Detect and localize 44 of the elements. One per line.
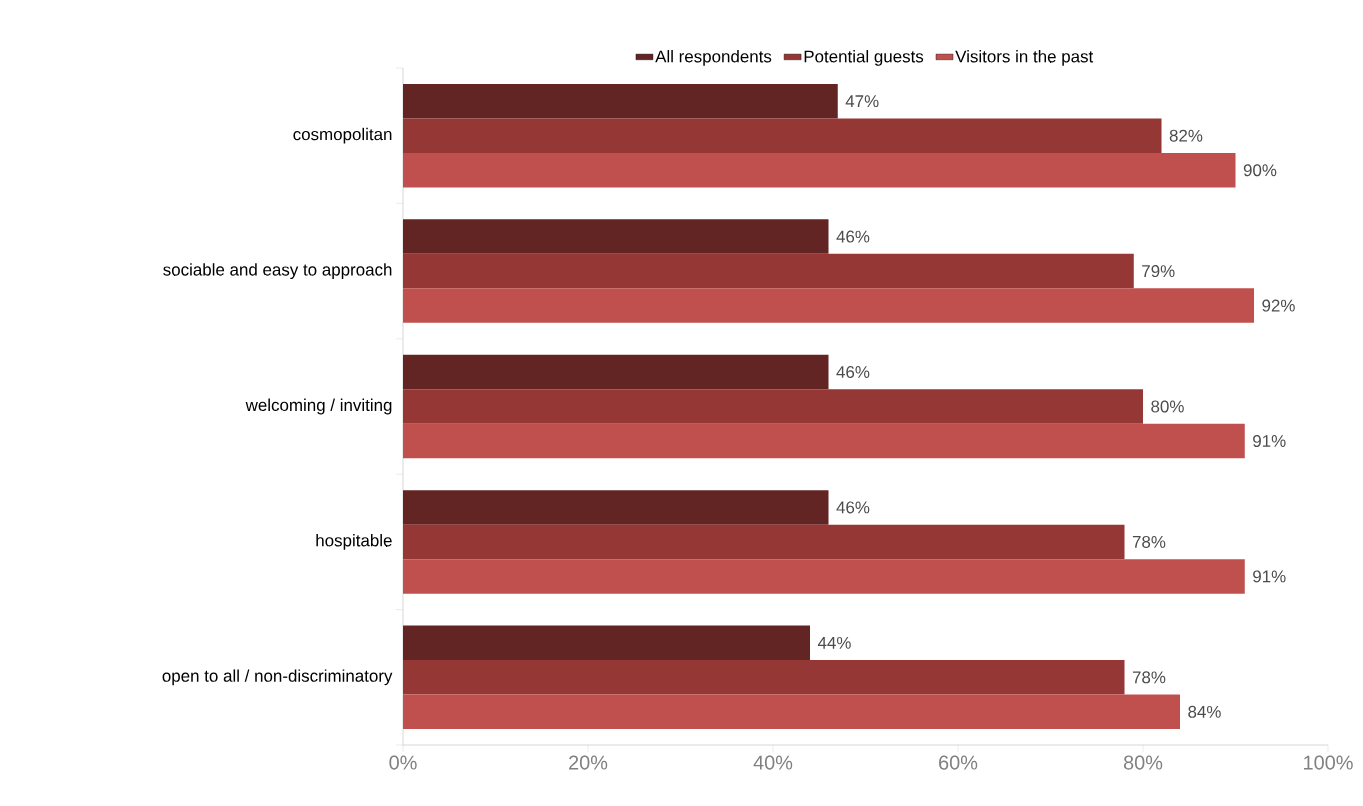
bar	[403, 83, 838, 119]
bar	[403, 660, 1125, 695]
data-label: 44%	[817, 636, 851, 649]
bar	[403, 524, 1125, 560]
x-tick-label: 80%	[1123, 755, 1163, 770]
data-label: 84%	[1188, 705, 1221, 718]
x-tick-label: 40%	[753, 755, 793, 770]
bar	[403, 152, 1236, 188]
data-label: 92%	[1262, 299, 1295, 312]
bar	[403, 490, 829, 525]
bar	[403, 423, 1245, 459]
data-label: 78%	[1132, 535, 1166, 548]
y-tick-label: sociable and easy to approach	[163, 263, 392, 279]
bar	[403, 625, 811, 661]
data-label: 79%	[1142, 265, 1175, 278]
x-tick-label: 0%	[389, 755, 417, 770]
y-tick-label: cosmopolitan	[293, 127, 392, 144]
data-label: 46%	[836, 366, 870, 379]
data-label: 46%	[836, 230, 870, 243]
bar	[403, 354, 829, 390]
y-tick-label: open to all / non-discriminatory	[162, 669, 393, 686]
data-label: 47%	[845, 95, 879, 108]
data-label: 90%	[1243, 164, 1277, 177]
bar	[403, 253, 1134, 289]
bar	[403, 118, 1162, 153]
bar	[403, 288, 1255, 323]
bar	[403, 219, 829, 254]
x-tick-label: 20%	[569, 755, 608, 770]
bar	[403, 389, 1144, 424]
y-tick-label: welcoming / inviting	[245, 398, 392, 415]
legend-label: Potential guests	[804, 50, 924, 66]
bar	[403, 694, 1181, 730]
bar	[403, 559, 1245, 594]
legend-label: Visitors in the past	[955, 50, 1094, 66]
data-label: 80%	[1151, 400, 1184, 413]
legend-label: All respondents	[655, 50, 772, 66]
data-label: 91%	[1253, 570, 1286, 583]
x-tick-label: 100%	[1304, 755, 1353, 770]
y-tick-label: hospitable	[316, 534, 392, 550]
x-tick-label: 60%	[939, 755, 978, 770]
data-label: 91%	[1253, 435, 1286, 448]
data-label: 78%	[1132, 671, 1166, 684]
data-label: 46%	[836, 501, 870, 514]
data-label: 82%	[1169, 129, 1203, 142]
